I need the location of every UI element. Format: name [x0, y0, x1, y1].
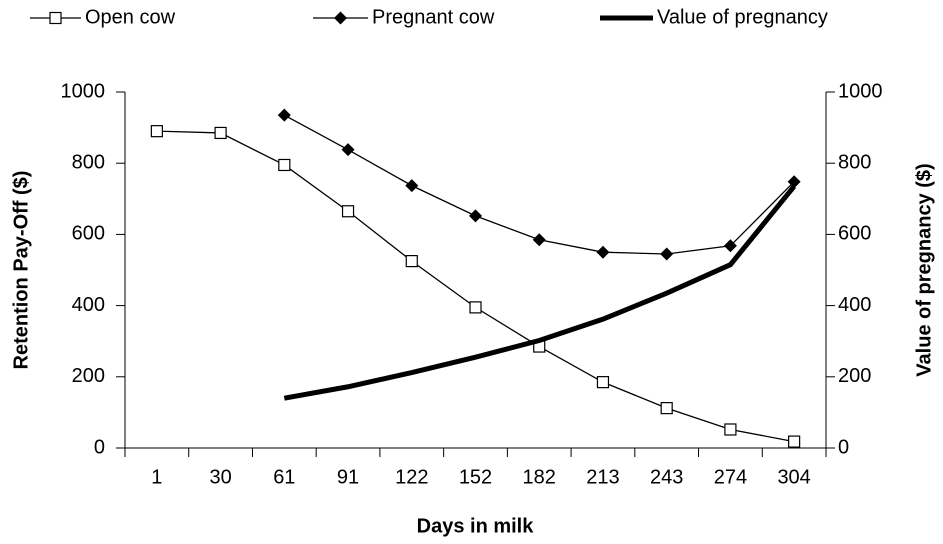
x-tick-label: 152	[459, 466, 492, 488]
marker	[150, 125, 163, 138]
x-tick-label: 213	[586, 466, 619, 488]
marker	[405, 179, 419, 193]
marker	[341, 205, 355, 218]
y2-tick-label: 0	[838, 436, 849, 458]
series-line	[156, 130, 795, 443]
x-tick-label: 182	[523, 466, 556, 488]
marker	[788, 435, 801, 448]
legend-label: Pregnant cow	[372, 6, 495, 28]
y2-tick-label: 800	[838, 151, 871, 173]
y-tick-label: 600	[72, 223, 105, 245]
marker	[469, 301, 482, 314]
marker	[341, 143, 355, 157]
y-tick-label: 200	[72, 365, 105, 387]
marker	[787, 175, 801, 189]
y-tick-label: 1000	[61, 80, 106, 102]
marker	[596, 376, 610, 389]
x-tick-label: 122	[395, 466, 428, 488]
marker	[723, 239, 737, 253]
x-tick-label: 243	[650, 466, 683, 488]
marker	[277, 108, 291, 122]
marker	[278, 158, 291, 172]
x-tick-label: 30	[209, 466, 231, 488]
y-tick-label: 0	[94, 436, 105, 458]
y-tick-label: 400	[72, 294, 105, 316]
marker	[214, 126, 227, 140]
x-tick-label: 274	[714, 466, 747, 488]
marker	[660, 402, 673, 415]
marker	[532, 233, 546, 247]
marker	[660, 247, 674, 261]
series-line	[283, 184, 797, 401]
y2-tick-label: 200	[838, 365, 871, 387]
legend-label: Open cow	[85, 6, 176, 28]
y-axis-label: Retention Pay-Off ($)	[10, 171, 32, 370]
legend-marker	[49, 11, 62, 25]
x-tick-label: 61	[273, 466, 295, 488]
marker	[405, 255, 418, 268]
y2-tick-label: 400	[838, 294, 871, 316]
legend-label: Value of pregnancy	[657, 6, 828, 28]
y2-tick-label: 1000	[838, 80, 883, 102]
x-tick-label: 91	[337, 466, 359, 488]
marker	[724, 423, 737, 436]
x-axis-label: Days in milk	[417, 515, 535, 537]
x-tick-label: 1	[151, 466, 162, 488]
series-line	[284, 114, 795, 255]
y2-tick-label: 600	[838, 223, 871, 245]
y-tick-label: 800	[72, 151, 105, 173]
legend-marker	[334, 11, 347, 25]
y2-axis-label: Value of pregnancy ($)	[913, 163, 935, 376]
marker	[596, 245, 610, 259]
marker	[469, 209, 482, 223]
x-tick-label: 304	[777, 466, 810, 488]
